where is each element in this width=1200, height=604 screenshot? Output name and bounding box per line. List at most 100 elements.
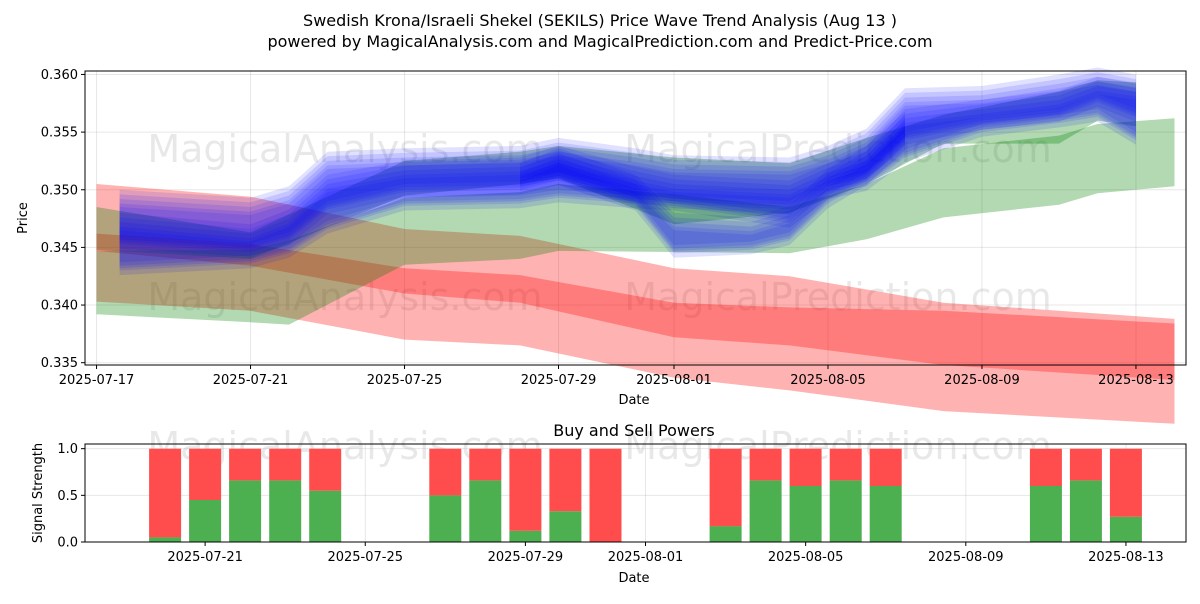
- band-blue: [119, 86, 1137, 250]
- top-watermarks: MagicalAnalysis.com MagicalPrediction.com…: [147, 127, 1051, 319]
- buy-bar: [429, 495, 462, 542]
- x-tick-label: 2025-08-05: [790, 373, 866, 388]
- top-grid: [85, 71, 1186, 365]
- y-tick-label: 0.5: [57, 489, 78, 504]
- band-red: [96, 184, 1175, 424]
- sell-bar: [829, 448, 862, 481]
- sell-bar: [1069, 448, 1102, 481]
- buy-bar: [469, 480, 502, 542]
- buy-bar: [269, 480, 302, 542]
- x-tick-label: 2025-08-05: [768, 550, 844, 565]
- band-blue: [520, 128, 905, 258]
- sell-bar: [269, 448, 302, 481]
- buy-bar: [1029, 486, 1062, 542]
- buy-bar: [509, 530, 542, 542]
- bottom-plot-frame: [84, 443, 1187, 543]
- band-red: [96, 233, 1175, 380]
- band-blue: [520, 111, 905, 246]
- x-tick-label: 2025-08-13: [1088, 550, 1164, 565]
- top-plot-frame: [84, 70, 1187, 366]
- band-blue: [119, 72, 1137, 266]
- sell-bar: [749, 448, 782, 481]
- x-tick-label: 2025-07-25: [367, 373, 443, 388]
- y-tick-label: 0.335: [41, 356, 78, 371]
- top-y-axis-label: Price: [16, 202, 31, 234]
- sell-bar: [469, 448, 502, 481]
- band-green: [96, 80, 1136, 259]
- buy-bar: [149, 537, 182, 542]
- buy-bar: [309, 490, 342, 542]
- x-tick-label: 2025-07-17: [59, 373, 135, 388]
- sell-bar: [709, 448, 742, 527]
- buy-bar: [1069, 480, 1102, 542]
- y-tick-label: 0.350: [41, 183, 78, 198]
- x-tick-label: 2025-08-01: [636, 373, 712, 388]
- bottom-y-axis-label: Signal Strength: [31, 443, 46, 543]
- bottom-y-ticks: 0.0 0.5 1.0: [57, 442, 85, 551]
- main-title-line1: Swedish Krona/Israeli Shekel (SEKILS) Pr…: [303, 11, 897, 30]
- band-blue: [520, 125, 905, 254]
- watermark-text: MagicalPrediction.com: [624, 275, 1052, 319]
- buy-bar: [829, 480, 862, 542]
- band-blue: [119, 76, 1137, 244]
- x-tick-label: 2025-08-09: [928, 550, 1004, 565]
- bottom-bars: [149, 448, 1142, 542]
- y-tick-label: 0.0: [57, 536, 78, 551]
- x-tick-label: 2025-07-25: [327, 550, 403, 565]
- sell-bar: [789, 448, 822, 486]
- bottom-x-axis-label: Date: [618, 571, 649, 586]
- band-blue: [119, 81, 1137, 248]
- top-series: [96, 67, 1175, 424]
- band-blue: [119, 81, 1137, 271]
- y-tick-label: 0.360: [41, 68, 78, 83]
- band-blue: [119, 90, 1137, 252]
- sell-bar: [309, 448, 342, 491]
- top-y-ticks: 0.335 0.340 0.345 0.350 0.355 0.360: [41, 68, 85, 371]
- bottom-title: Buy and Sell Powers: [553, 421, 715, 440]
- sell-bar: [509, 448, 542, 531]
- sell-bar: [429, 448, 462, 496]
- sell-bar: [549, 448, 582, 512]
- watermark-text: MagicalAnalysis.com: [147, 275, 542, 319]
- band-blue: [119, 76, 1137, 269]
- sell-bar: [1109, 448, 1142, 517]
- x-tick-label: 2025-08-13: [1098, 373, 1174, 388]
- x-tick-label: 2025-07-21: [167, 550, 243, 565]
- watermark-text: MagicalAnalysis.com: [147, 127, 542, 171]
- buy-bar: [189, 500, 222, 542]
- buy-bar: [709, 526, 742, 542]
- buy-bar: [549, 511, 582, 542]
- buy-bar: [1109, 516, 1142, 542]
- sell-bar: [229, 448, 262, 481]
- y-tick-label: 0.345: [41, 241, 78, 256]
- sell-bar: [869, 448, 902, 486]
- sell-bar: [189, 448, 222, 500]
- band-blue: [520, 120, 905, 251]
- buy-bar: [229, 480, 262, 542]
- buy-bar: [749, 480, 782, 542]
- sell-bar: [149, 448, 182, 538]
- buy-bar: [869, 486, 902, 542]
- band-blue: [520, 116, 905, 249]
- band-green: [96, 118, 1175, 325]
- main-title-line2: powered by MagicalAnalysis.com and Magic…: [267, 32, 932, 51]
- bottom-x-ticks: 2025-07-21 2025-07-25 2025-07-29 2025-08-01…: [167, 542, 1164, 565]
- sell-bar: [1029, 448, 1062, 486]
- top-x-ticks: 2025-07-17 2025-07-21 2025-07-25 2025-07-29…: [59, 365, 1174, 388]
- sell-bar: [589, 448, 622, 542]
- y-tick-label: 0.340: [41, 299, 78, 314]
- x-tick-label: 2025-07-29: [488, 550, 564, 565]
- band-blue: [119, 94, 1137, 257]
- buy-bar: [789, 486, 822, 542]
- x-tick-label: 2025-07-29: [521, 373, 597, 388]
- x-tick-label: 2025-08-01: [608, 550, 684, 565]
- band-blue: [119, 67, 1137, 263]
- watermark-text: MagicalPrediction.com: [624, 127, 1052, 171]
- band-blue: [119, 84, 1137, 276]
- x-tick-label: 2025-08-09: [944, 373, 1020, 388]
- top-x-axis-label: Date: [618, 393, 649, 408]
- y-tick-label: 1.0: [57, 442, 78, 457]
- y-tick-label: 0.355: [41, 126, 78, 141]
